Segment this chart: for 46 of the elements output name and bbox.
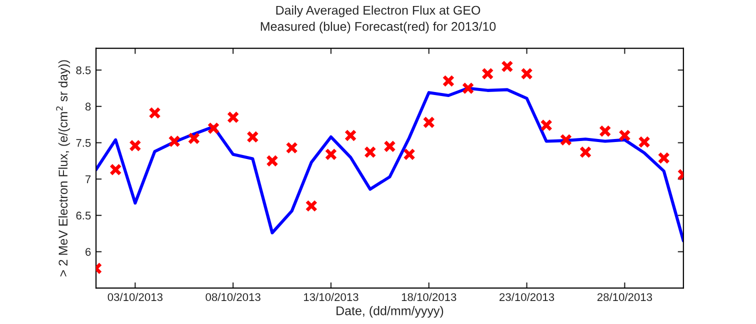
- point: [324, 148, 338, 160]
- point: [638, 136, 650, 148]
- point: [344, 129, 357, 142]
- point: [148, 106, 161, 120]
- x-tick-label: 13/10/2013: [304, 292, 358, 302]
- point: [384, 140, 396, 152]
- line-series: [96, 86, 684, 242]
- point: [579, 146, 592, 158]
- y-tick-label: 6.5: [76, 212, 91, 220]
- point: [481, 68, 494, 80]
- point: [520, 68, 533, 80]
- chart-subtitle: Measured (blue) Forecast(red) for 2013/10: [260, 22, 496, 34]
- y-tick-label: 7.5: [76, 139, 91, 147]
- point: [560, 134, 572, 146]
- y-tick-label: 7: [86, 175, 91, 184]
- point: [188, 132, 200, 144]
- point: [226, 111, 240, 124]
- point: [129, 140, 142, 152]
- x-tick-label: 23/10/2013: [500, 292, 554, 302]
- y-axis-title: > 2 MeV Electron Flux, (e/(cm$^{2}$ sr day)): [56, 60, 70, 276]
- x-tick-label: 08/10/2013: [206, 292, 260, 302]
- point: [501, 60, 514, 73]
- x-tick-label: 28/10/2013: [597, 292, 652, 302]
- point: [442, 74, 455, 88]
- point: [422, 116, 436, 129]
- point: [246, 130, 259, 144]
- y-tick-label: 6: [86, 248, 91, 256]
- point: [403, 148, 416, 160]
- y-tick-label: 8.5: [76, 66, 91, 74]
- point: [540, 119, 552, 132]
- point: [618, 129, 631, 142]
- x-axis-title: Date, (dd/mm/yyyy): [336, 306, 444, 318]
- point: [598, 124, 612, 138]
- x-tick-label: 18/10/2013: [402, 292, 456, 302]
- point: [109, 163, 122, 176]
- point: [207, 122, 220, 134]
- point: [286, 142, 298, 154]
- point: [168, 135, 180, 148]
- point: [364, 146, 376, 158]
- point: [305, 200, 318, 212]
- y-tick-label: 8: [85, 102, 91, 111]
- x-tick-label: 03/10/2013: [108, 292, 162, 302]
- point: [266, 154, 278, 168]
- chart-title: Daily Averaged Electron Flux at GEO: [276, 6, 480, 18]
- point: [462, 82, 474, 94]
- point: [658, 152, 670, 164]
